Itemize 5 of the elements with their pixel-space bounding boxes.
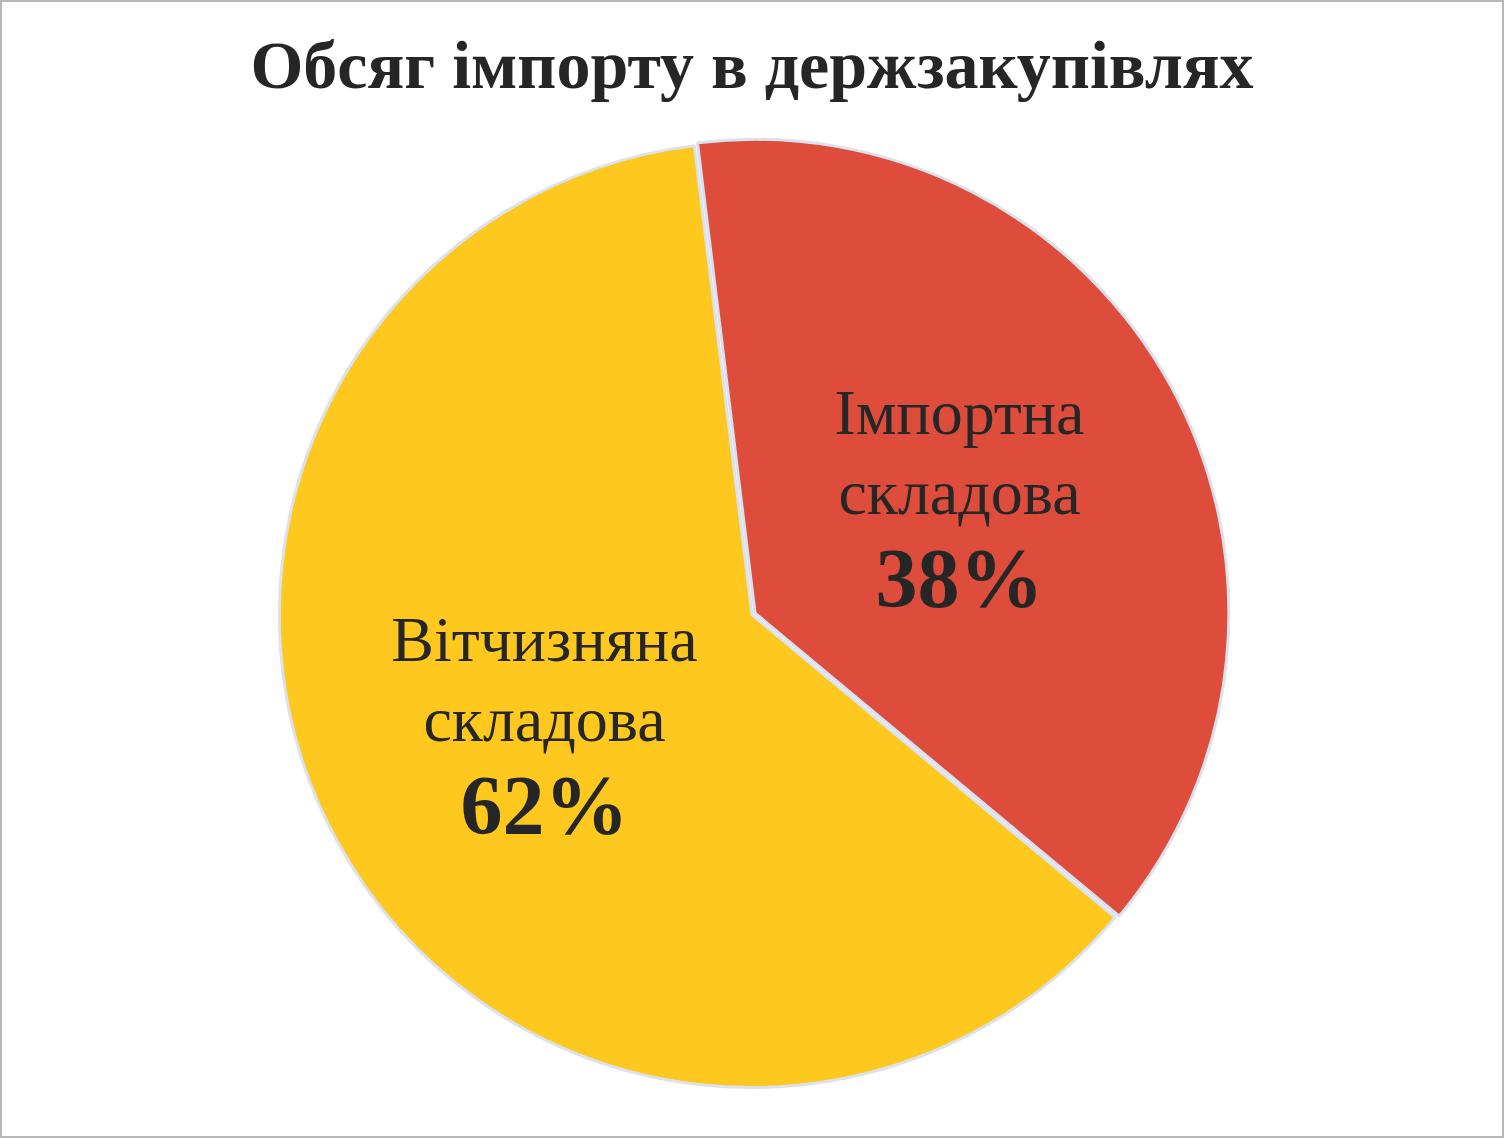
data-label: 62%: [460, 758, 629, 852]
data-label: 38%: [875, 532, 1044, 626]
chart-title: Обсяг імпорту в держзакупівлях: [250, 27, 1254, 104]
slice-label: Імпортна складова: [834, 377, 1085, 529]
slice-label: Вітчизняна складова: [391, 603, 698, 755]
